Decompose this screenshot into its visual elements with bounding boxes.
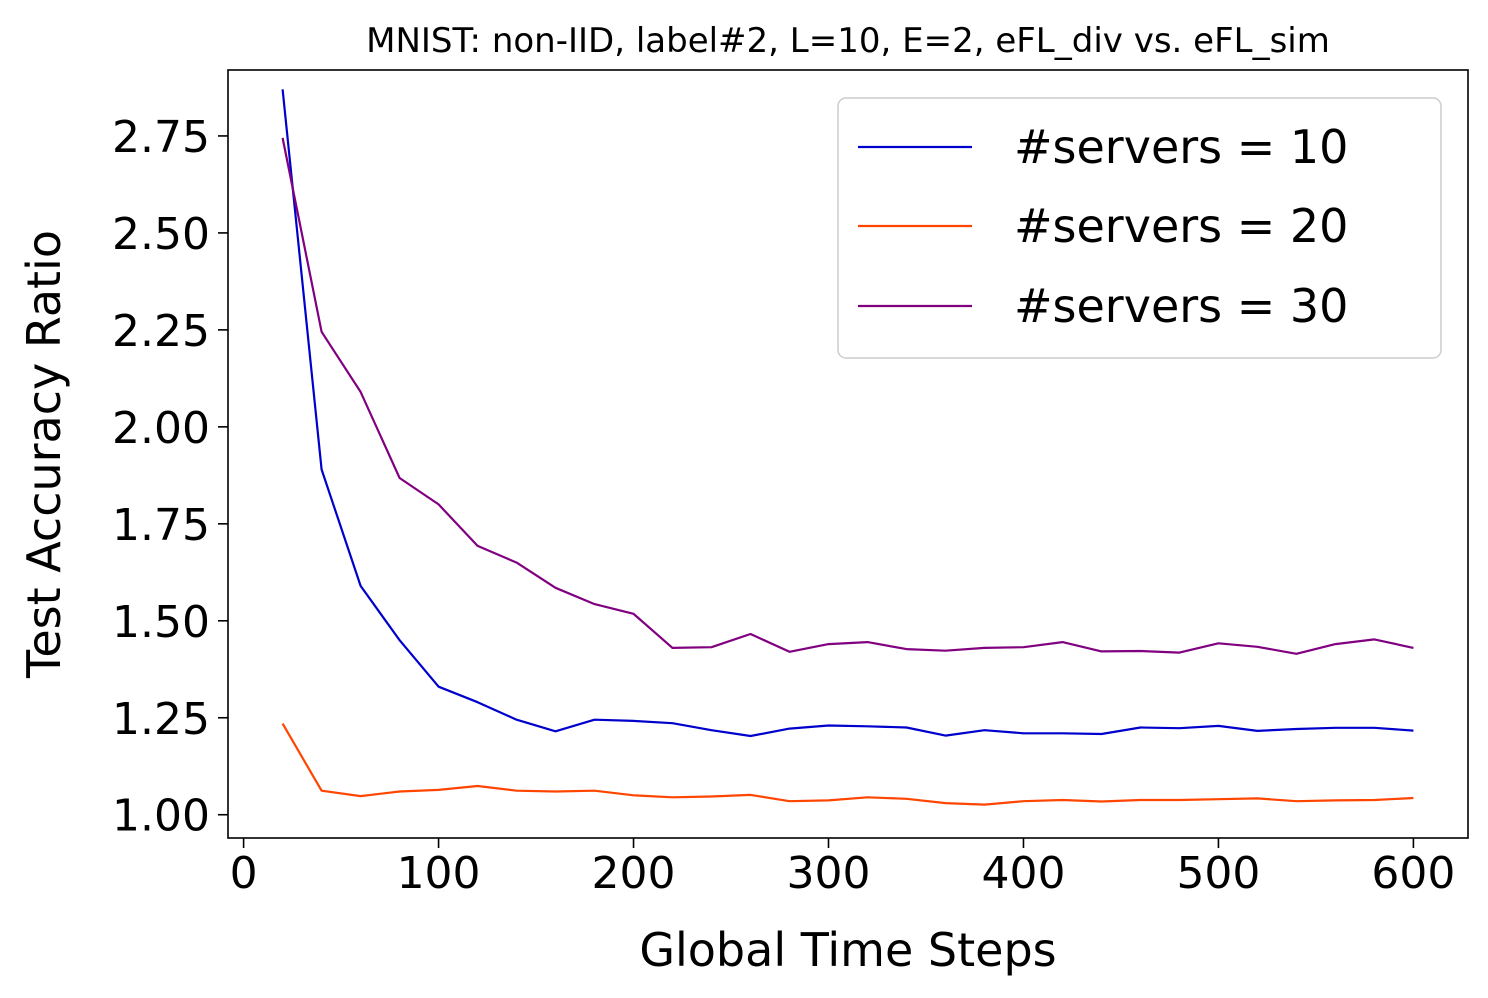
y-tick-label: 2.25 — [112, 306, 210, 357]
series-line-2 — [281, 723, 1414, 806]
y-tick-label: 2.50 — [112, 209, 210, 260]
x-tick-label: 600 — [1371, 848, 1455, 899]
legend-label-1: #servers = 10 — [1014, 120, 1348, 174]
y-tick-label: 1.75 — [112, 500, 210, 551]
x-tick-label: 200 — [592, 848, 676, 899]
legend: #servers = 10 #servers = 20 #servers = 30 — [837, 97, 1442, 359]
y-axis-title: Test Accuracy Ratio — [17, 230, 71, 679]
y-axis: 1.00 1.25 1.50 1.75 2.00 2.25 2.50 2.75 — [112, 112, 228, 842]
y-tick-label: 2.75 — [112, 112, 210, 163]
legend-label-2: #servers = 20 — [1014, 199, 1348, 253]
y-tick-label: 2.00 — [112, 403, 210, 454]
plot-area — [227, 69, 1469, 839]
legend-label-3: #servers = 30 — [1014, 279, 1348, 333]
plot-frame — [227, 69, 1469, 839]
x-tick-label: 100 — [397, 848, 481, 899]
chart-title: MNIST: non-IID, label#2, L=10, E=2, eFL_… — [366, 21, 1330, 61]
legend-box — [837, 97, 1442, 359]
x-axis-title: Global Time Steps — [639, 923, 1056, 977]
y-tick-label: 1.25 — [112, 694, 210, 745]
series-line-3 — [281, 137, 1414, 655]
series-layer — [281, 89, 1414, 806]
y-tick-label: 1.00 — [112, 791, 210, 842]
x-tick-label: 500 — [1176, 848, 1260, 899]
x-tick-label: 0 — [230, 848, 258, 899]
x-axis: 0 100 200 300 400 500 600 — [230, 838, 1455, 899]
y-tick-label: 1.50 — [112, 597, 210, 648]
x-tick-label: 300 — [787, 848, 871, 899]
series-line-1 — [281, 89, 1414, 738]
x-tick-label: 400 — [981, 848, 1065, 899]
